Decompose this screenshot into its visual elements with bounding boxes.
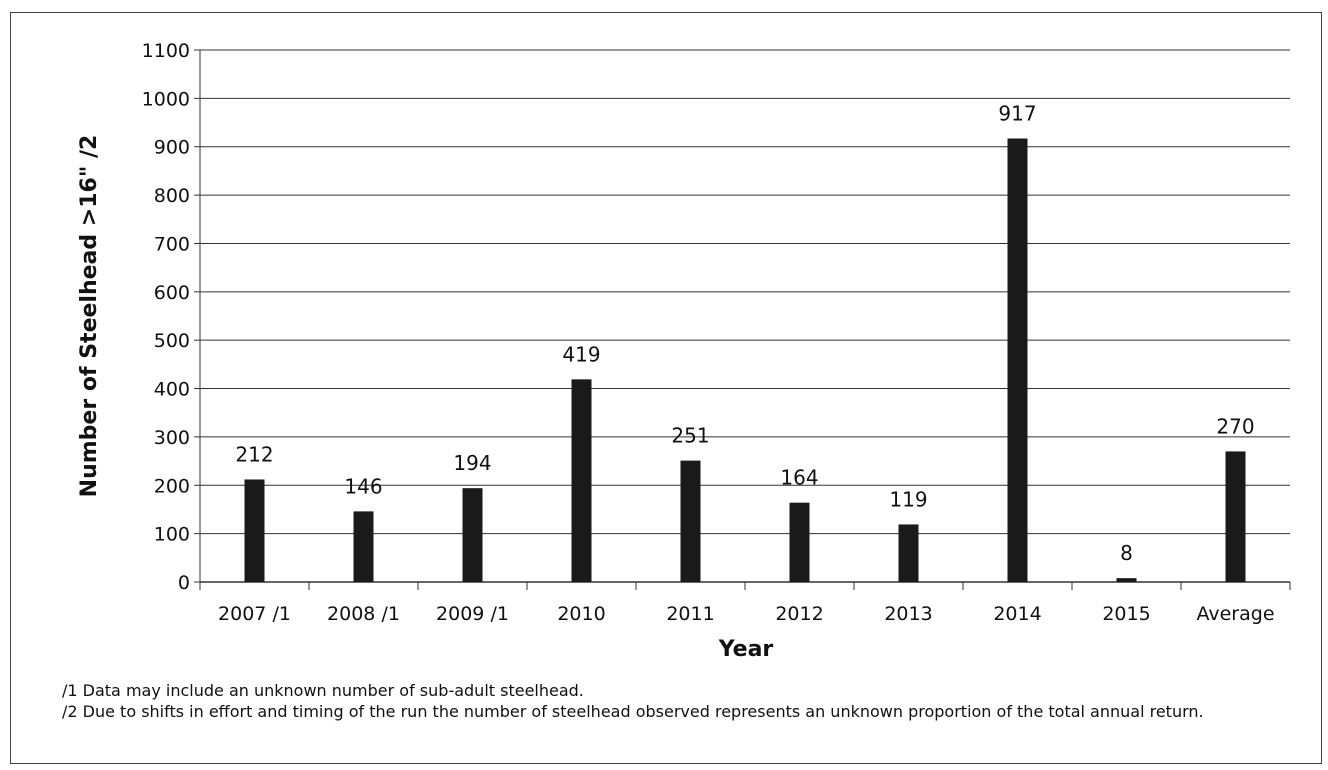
x-tick-label: 2014 xyxy=(993,603,1041,625)
x-tick-label: 2009 /1 xyxy=(436,603,509,625)
y-tick-label: 1100 xyxy=(142,40,190,62)
data-label-7: 917 xyxy=(998,102,1036,126)
data-label-6: 119 xyxy=(889,487,927,511)
y-tick-label: 100 xyxy=(154,524,190,546)
y-tick-label: 700 xyxy=(154,233,190,255)
figure-frame xyxy=(10,12,1322,764)
x-tick-label: 2012 xyxy=(775,603,823,625)
bars xyxy=(244,138,1246,583)
bar-8 xyxy=(1116,578,1137,582)
data-label-3: 419 xyxy=(562,342,600,366)
data-label-8: 8 xyxy=(1120,541,1133,565)
y-tick-label: 600 xyxy=(154,282,190,304)
y-tick-label: 500 xyxy=(154,330,190,352)
data-label-9: 270 xyxy=(1216,414,1254,438)
footnote-1: /1 Data may include an unknown number of… xyxy=(62,681,584,700)
x-axis-title: Year xyxy=(718,637,774,662)
x-tick-label: 2008 /1 xyxy=(327,603,400,625)
y-tick-label: 400 xyxy=(154,379,190,401)
bar-3 xyxy=(571,379,592,582)
bar-2 xyxy=(462,488,483,582)
data-labels: 212 146 194 419 251 164 119 917 8 270 xyxy=(235,102,1254,566)
bar-0 xyxy=(244,479,265,582)
x-tick-label: 2015 xyxy=(1102,603,1150,625)
data-label-4: 251 xyxy=(671,424,709,448)
bar-9 xyxy=(1225,451,1246,582)
bar-chart: 0 100 200 300 400 500 600 700 800 900 1000 1100 212… xyxy=(77,40,1291,662)
bar-6 xyxy=(898,524,919,582)
x-tick-label: 2011 xyxy=(666,603,714,625)
y-tick-label: 800 xyxy=(154,185,190,207)
x-axis-ticks: 2007 /1 2008 /1 2009 /1 2010 2011 2012 2013 201… xyxy=(199,582,1291,625)
y-tick-label: 0 xyxy=(178,572,190,594)
footnote-2: /2 Due to shifts in effort and timing of… xyxy=(62,702,1204,721)
y-tick-label: 1000 xyxy=(142,88,190,110)
gridlines xyxy=(200,49,1290,583)
y-axis-ticks: 0 100 200 300 400 500 600 700 800 900 1000 1100 xyxy=(142,40,201,594)
data-label-1: 146 xyxy=(344,474,382,498)
x-tick-label: Average xyxy=(1196,603,1274,625)
data-label-5: 164 xyxy=(780,466,818,490)
bar-5 xyxy=(789,502,810,582)
y-axis-title: Number of Steelhead >16" /2 xyxy=(77,135,102,498)
data-label-0: 212 xyxy=(235,442,273,466)
bar-7 xyxy=(1007,138,1028,583)
y-tick-label: 300 xyxy=(154,427,190,449)
x-tick-label: 2010 xyxy=(557,603,605,625)
x-tick-label: 2007 /1 xyxy=(218,603,291,625)
bar-4 xyxy=(680,460,701,582)
footnotes: /1 Data may include an unknown number of… xyxy=(62,680,1312,722)
bar-1 xyxy=(353,511,374,582)
y-tick-label: 900 xyxy=(154,137,190,159)
data-label-2: 194 xyxy=(453,451,491,475)
y-tick-label: 200 xyxy=(154,475,190,497)
x-tick-label: 2013 xyxy=(884,603,932,625)
